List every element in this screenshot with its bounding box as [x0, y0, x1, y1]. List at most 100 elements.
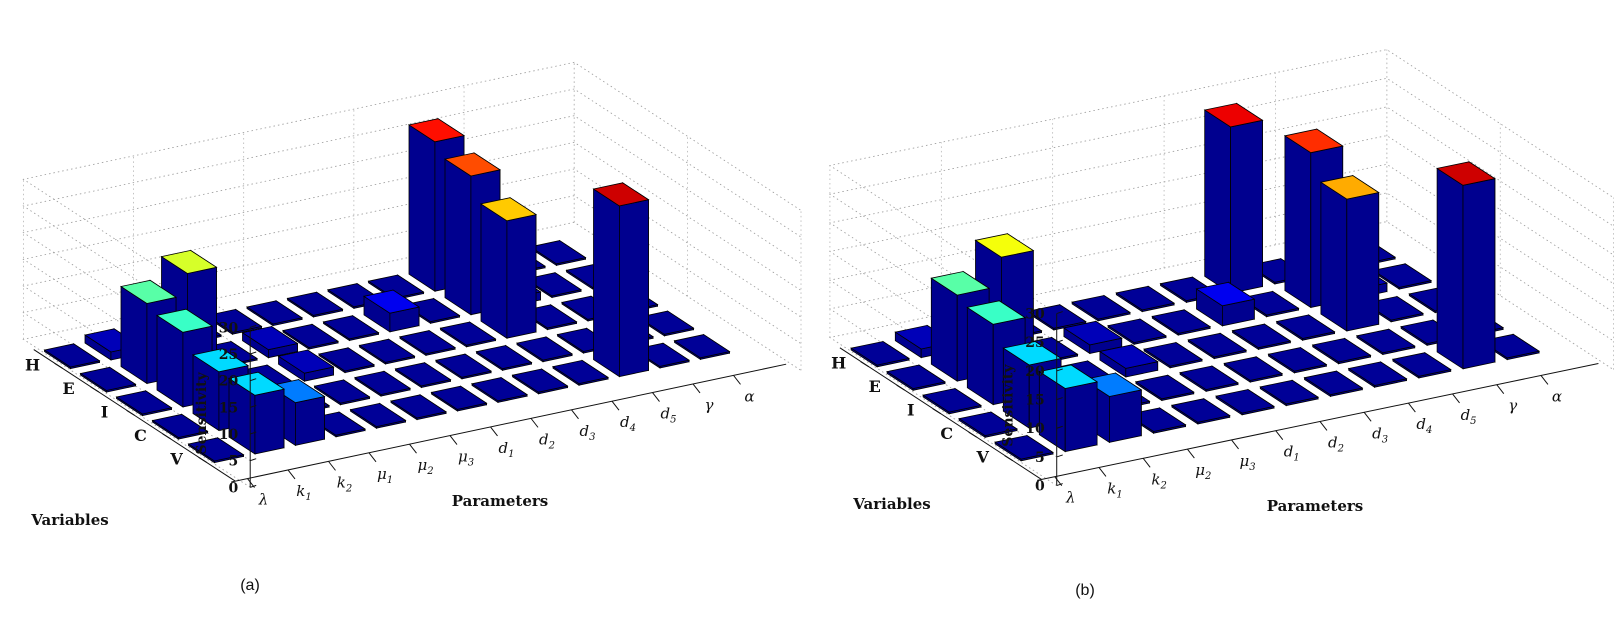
variable-tick-label: I: [907, 401, 914, 420]
bar: [1062, 320, 1123, 355]
parameter-tick-label: d4: [1416, 415, 1432, 436]
bar: [1215, 388, 1275, 416]
bars: [43, 117, 731, 464]
bar: [353, 370, 412, 397]
bar: [1231, 323, 1292, 351]
bar: [1303, 370, 1364, 398]
parameter-tick: [1098, 467, 1107, 477]
bar: [1170, 397, 1231, 425]
parameter-tick: [490, 426, 498, 437]
bar: [317, 347, 376, 374]
variable-tick-label: E: [869, 377, 881, 396]
bar: [1115, 285, 1176, 313]
bar: [1151, 309, 1212, 336]
variable-tick-label: H: [25, 355, 40, 374]
z-tick-label: 0: [1035, 479, 1045, 495]
parameter-tick-label: α: [744, 387, 754, 405]
parameter-tick: [611, 400, 620, 411]
bar: [241, 325, 299, 359]
bar: [322, 314, 380, 342]
variable-tick: [90, 386, 99, 393]
parameter-tick: [571, 409, 579, 420]
variable-tick: [162, 433, 171, 440]
parameter-tick: [1363, 411, 1372, 422]
bar: [313, 379, 371, 406]
parameter-tick-label: d3: [580, 422, 596, 443]
variable-tick-label: H: [831, 354, 846, 373]
parameter-tick-label: k1: [1107, 479, 1122, 500]
z-tick: [1056, 483, 1063, 487]
chart-panel-a: 0 5 10 15 20 25 30 Sensitivity H E I C V Variables λ k1…: [22, 61, 802, 594]
bars: [850, 102, 1541, 462]
variable-tick: [860, 361, 869, 368]
bar: [922, 387, 982, 415]
parameter-tick-label: k2: [337, 473, 352, 494]
variable-axis-label: Variables: [30, 511, 108, 529]
bar: [1436, 161, 1496, 370]
parameter-tick-label: μ3: [458, 448, 474, 469]
variable-tick-label: C: [940, 424, 953, 443]
parameter-tick-label: μ2: [1195, 461, 1211, 482]
bar: [524, 271, 583, 299]
z-tick-label: 5: [228, 454, 238, 470]
z-tick-label: 20: [219, 374, 239, 390]
bar: [281, 323, 340, 350]
z-tick-label: 20: [1025, 364, 1045, 380]
z-tick: [250, 431, 257, 435]
z-tick: [250, 378, 257, 382]
variable-tick-label: C: [134, 426, 147, 445]
bar: [1223, 356, 1284, 383]
bar: [1143, 341, 1203, 369]
parameter-tick: [368, 452, 377, 463]
bar: [1187, 332, 1248, 360]
parameter-tick-label: λ: [1065, 489, 1076, 507]
variable-tick-label: I: [101, 402, 108, 421]
z-tick: [1056, 454, 1063, 458]
parameter-axis-label: Parameters: [1267, 497, 1363, 515]
bar: [277, 349, 335, 382]
bar: [151, 413, 209, 440]
panel-caption: (b): [1075, 582, 1095, 599]
bar: [1372, 263, 1433, 290]
bar: [362, 289, 421, 333]
parameter-tick: [1231, 439, 1239, 450]
parameter-axis: λ k1 k2 μ1 μ2 μ3 d1 d2 d3 d4 d5 γ α Parameters: [231, 363, 787, 510]
bar: [1267, 346, 1328, 374]
parameter-tick: [1319, 421, 1328, 431]
parameter-tick-label: d1: [1284, 443, 1300, 464]
z-tick: [1056, 397, 1063, 401]
bar: [430, 385, 488, 412]
parameter-axis: λ k1 k2 μ2 μ3 d1 d2 d3 d4 d5 γ α Parameters: [1036, 363, 1599, 515]
bar: [850, 340, 910, 368]
bar: [1311, 337, 1372, 365]
variable-tick: [896, 384, 905, 391]
z-tick-label: 0: [228, 480, 238, 496]
z-axis-label: Sensitivity: [194, 371, 210, 454]
parameter-tick-label: μ1: [377, 465, 393, 486]
parameter-tick: [692, 383, 701, 394]
bar: [286, 291, 344, 318]
bar: [245, 300, 304, 327]
z-tick: [1056, 425, 1063, 429]
bar: [1347, 361, 1408, 388]
z-gridline: [828, 77, 1614, 343]
parameter-tick: [1496, 384, 1505, 394]
parameter-tick-label: d5: [661, 405, 677, 426]
parameter-tick-label: μ3: [1239, 452, 1255, 473]
parameter-tick: [1054, 476, 1063, 486]
z-gridline: [22, 88, 802, 355]
bar: [1071, 294, 1131, 322]
bar: [1098, 344, 1159, 378]
parameter-tick-label: k2: [1151, 470, 1166, 491]
parameter-tick: [530, 418, 539, 428]
parameter-tick-label: d3: [1372, 424, 1388, 445]
parameter-tick: [247, 478, 255, 488]
parameter-tick-label: γ: [705, 396, 714, 414]
bar: [479, 196, 538, 339]
bar: [349, 402, 407, 429]
parameter-tick: [1186, 448, 1195, 459]
z-tick-label: 10: [1025, 421, 1045, 437]
z-tick-label: 5: [1035, 450, 1045, 466]
bar: [439, 321, 497, 348]
parameter-tick-label: λ: [258, 491, 269, 509]
